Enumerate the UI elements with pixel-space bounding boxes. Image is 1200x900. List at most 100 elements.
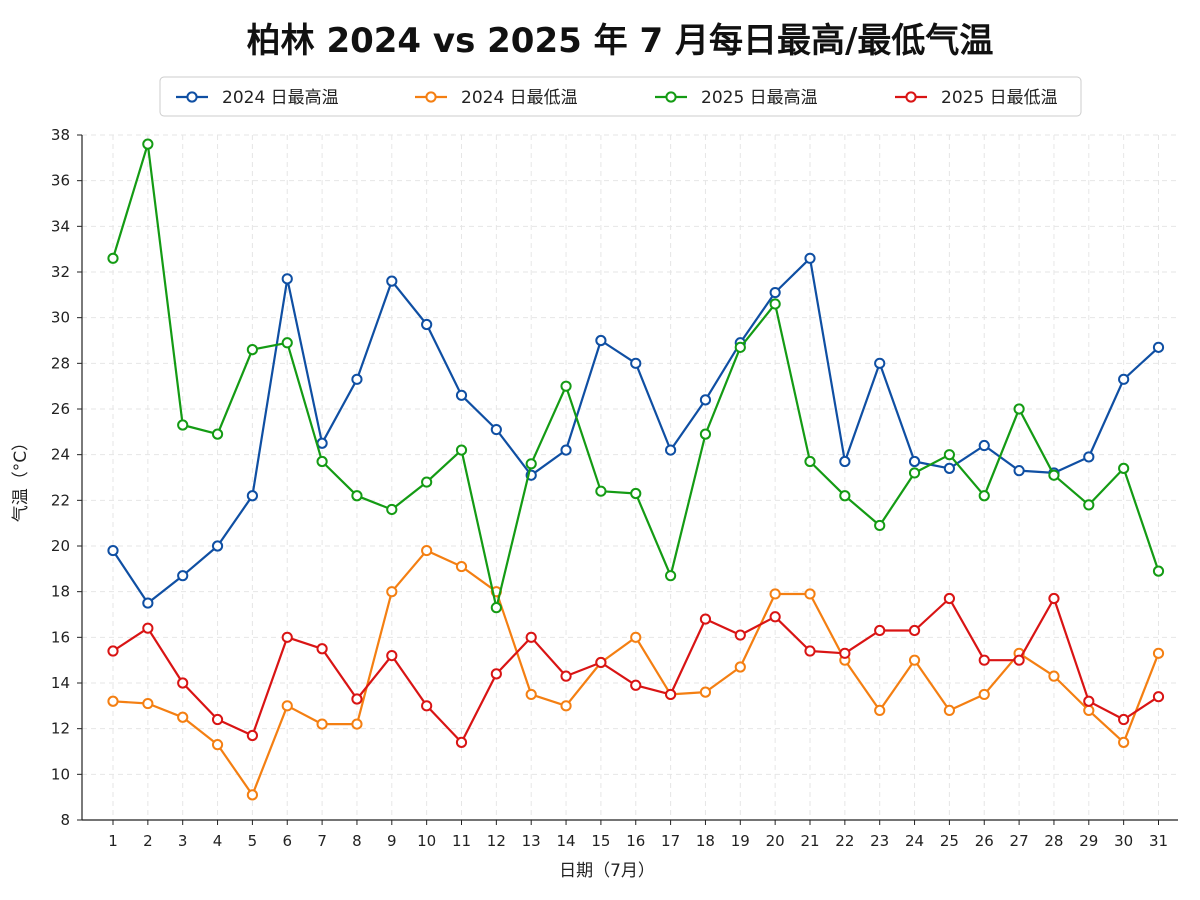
data-point xyxy=(769,588,781,600)
data-point xyxy=(142,138,154,150)
data-point xyxy=(665,444,677,456)
x-tick-label: 8 xyxy=(352,832,362,850)
x-tick-label: 11 xyxy=(452,832,471,850)
data-point xyxy=(1013,403,1025,415)
x-tick-label: 30 xyxy=(1114,832,1133,850)
data-point xyxy=(734,341,746,353)
data-point xyxy=(455,560,468,573)
data-point xyxy=(211,428,224,440)
data-point xyxy=(769,298,781,310)
data-point xyxy=(1013,465,1025,477)
data-point xyxy=(839,647,851,659)
x-axis-label: 日期（7月） xyxy=(559,861,655,881)
y-axis-label: 气温（°C） xyxy=(11,434,31,522)
data-point xyxy=(107,252,119,264)
y-tick-label: 18 xyxy=(51,583,70,601)
data-point xyxy=(177,419,189,431)
data-point xyxy=(351,373,363,385)
x-tick-label: 12 xyxy=(487,832,506,850)
x-tick-label: 9 xyxy=(387,832,397,850)
data-point xyxy=(874,357,886,369)
data-point xyxy=(874,519,886,532)
data-point xyxy=(769,286,781,299)
y-tick-label: 38 xyxy=(51,126,70,144)
y-tick-label: 30 xyxy=(51,309,70,327)
data-point xyxy=(281,631,293,643)
data-point xyxy=(595,485,607,497)
data-point xyxy=(804,252,816,264)
data-point xyxy=(525,458,537,470)
data-point xyxy=(281,700,293,712)
data-point xyxy=(699,428,712,440)
x-tick-label: 24 xyxy=(905,832,924,850)
axes xyxy=(81,135,1178,821)
data-point xyxy=(630,487,642,500)
data-point xyxy=(1152,691,1165,703)
x-ticks: 1 2 3 4 5 6 7 8 9 10 11 12 13 14 15 16 17 18 19 20 21 22 23 24 2… xyxy=(108,820,1168,850)
data-point xyxy=(1013,654,1025,666)
series-2 xyxy=(107,544,1165,801)
legend: 2024 日最高温 2024 日最低温 2025 日最高温 2025 日最低温 xyxy=(159,76,1082,117)
legend-label: 2025 日最高温 xyxy=(701,88,818,108)
data-point xyxy=(281,337,293,349)
data-point xyxy=(699,613,712,625)
data-point xyxy=(1118,373,1130,385)
x-tick-label: 16 xyxy=(626,832,645,850)
series-3 xyxy=(107,138,1165,614)
data-point xyxy=(316,455,328,468)
legend-label: 2024 日最低温 xyxy=(461,88,578,108)
data-point xyxy=(734,661,746,673)
data-point xyxy=(246,344,258,356)
data-point xyxy=(943,704,956,717)
x-tick-label: 20 xyxy=(766,832,785,850)
x-tick-label: 13 xyxy=(522,832,541,850)
data-point xyxy=(386,586,398,598)
data-point xyxy=(1118,736,1130,748)
data-point xyxy=(1048,670,1060,682)
data-point xyxy=(351,693,363,705)
x-tick-label: 31 xyxy=(1149,832,1168,850)
y-tick-label: 28 xyxy=(51,354,70,372)
y-tick-label: 8 xyxy=(60,811,70,829)
data-point xyxy=(874,704,886,717)
data-point xyxy=(490,602,502,614)
data-point xyxy=(211,739,224,751)
data-point xyxy=(211,713,224,726)
data-point xyxy=(316,643,328,655)
data-point xyxy=(734,629,746,641)
legend-swatch-marker xyxy=(905,91,917,103)
x-tick-label: 2 xyxy=(143,832,153,850)
y-tick-label: 20 xyxy=(51,537,70,555)
data-point xyxy=(630,357,642,369)
y-tick-label: 32 xyxy=(51,263,70,281)
x-tick-label: 17 xyxy=(661,832,680,850)
legend-item: 2025 日最低温 xyxy=(895,88,1058,108)
x-tick-label: 29 xyxy=(1079,832,1098,850)
data-point xyxy=(1083,695,1095,707)
data-point xyxy=(943,449,956,461)
data-point xyxy=(316,718,328,730)
data-point xyxy=(1152,341,1165,353)
y-tick-label: 14 xyxy=(51,674,70,692)
x-tick-label: 3 xyxy=(178,832,188,850)
data-point xyxy=(560,670,572,682)
legend-swatch-marker xyxy=(186,91,198,103)
series-4 xyxy=(107,592,1165,748)
x-tick-label: 10 xyxy=(417,832,436,850)
data-point xyxy=(804,645,816,657)
data-point xyxy=(246,789,258,801)
data-point xyxy=(560,700,572,712)
y-tick-label: 10 xyxy=(51,765,70,783)
legend-item: 2024 日最高温 xyxy=(176,88,339,108)
x-tick-label: 25 xyxy=(940,832,959,850)
data-point xyxy=(386,650,398,662)
series-line xyxy=(111,143,1160,609)
data-point xyxy=(978,490,990,502)
grid xyxy=(82,134,1178,820)
data-point xyxy=(107,544,119,557)
x-tick-label: 27 xyxy=(1010,832,1029,850)
data-point xyxy=(211,540,224,552)
x-tick-label: 23 xyxy=(870,832,889,850)
data-point xyxy=(351,490,363,502)
data-point xyxy=(421,544,433,557)
